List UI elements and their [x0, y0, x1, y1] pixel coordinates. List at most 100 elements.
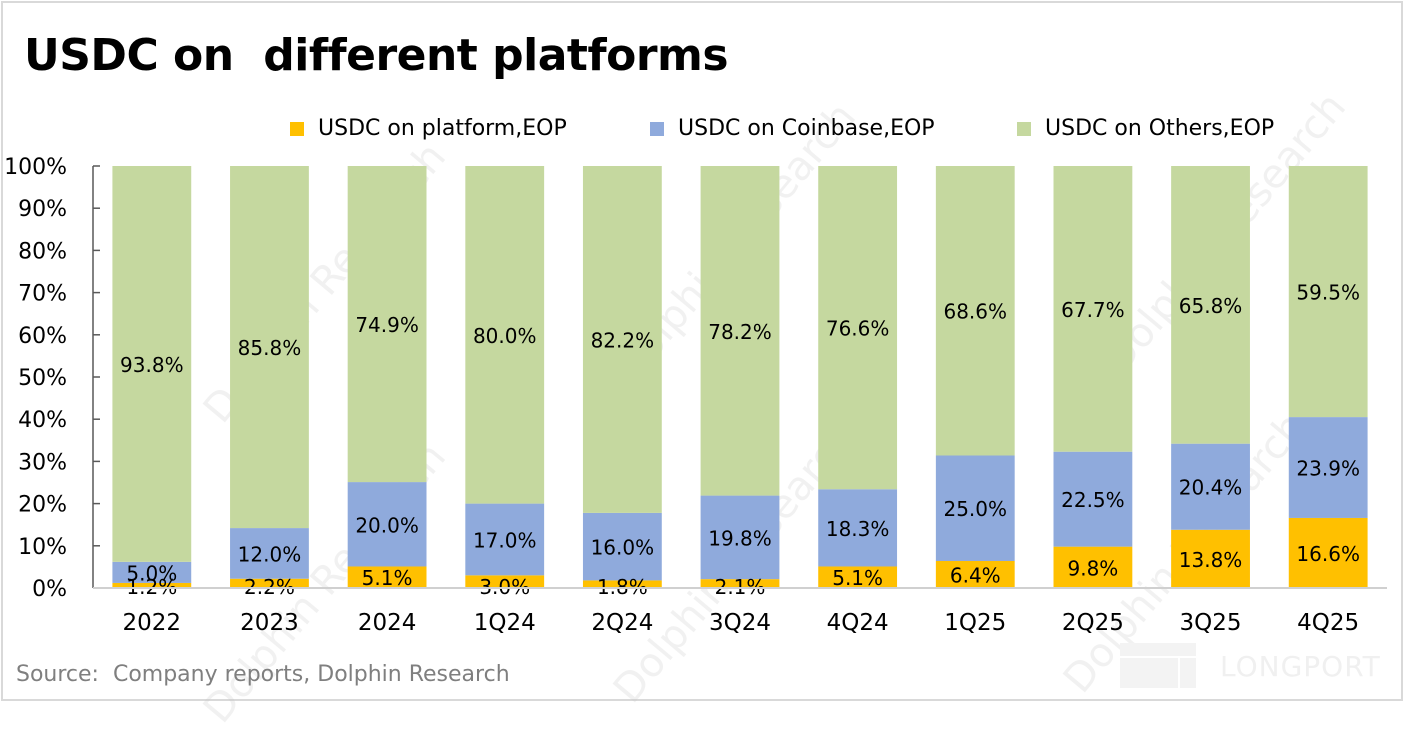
x-tick-label: 3Q24 [709, 610, 771, 636]
data-label-others: 59.5% [1296, 281, 1360, 305]
y-tick-label: 70% [18, 282, 67, 307]
bar-segment-platform [935, 560, 1015, 588]
stacked-bar-chart: 0%10%20%30%40%50%60%70%80%90%100%1.2%5.0… [4, 155, 1387, 636]
bar-segment-platform [700, 579, 780, 588]
bar-segment-platform [112, 582, 192, 588]
y-tick-label: 20% [18, 493, 67, 518]
legend-swatch-coinbase [650, 121, 664, 136]
bar-segment-platform [1171, 529, 1250, 588]
bar-segment-coinbase [347, 482, 427, 567]
legend: USDC on platform,EOP USDC on Coinbase,EO… [0, 116, 1404, 146]
y-tick-label: 50% [18, 366, 67, 391]
y-tick-label: 40% [18, 408, 67, 433]
x-tick-label: 3Q25 [1180, 610, 1242, 636]
bar-segment-platform [818, 566, 898, 588]
bar-segment-coinbase [465, 503, 545, 576]
data-label-platform: 9.8% [1068, 556, 1119, 580]
data-label-others: 67.7% [1061, 298, 1125, 322]
bar-segment-others [347, 166, 427, 483]
data-label-coinbase: 12.0% [238, 542, 302, 566]
data-label-others: 68.6% [943, 300, 1007, 324]
bar-segment-coinbase [818, 489, 898, 567]
y-tick-label: 80% [18, 239, 67, 264]
bar-segment-platform [347, 566, 427, 588]
legend-label: USDC on Others,EOP [1045, 116, 1275, 141]
bar-segment-platform [582, 580, 662, 588]
bar-segment-others [935, 166, 1015, 456]
bar-segment-coinbase [582, 512, 662, 581]
data-label-platform: 5.1% [362, 566, 413, 590]
bar-segment-coinbase [1053, 451, 1133, 547]
bar-segment-platform [230, 578, 309, 588]
bar-segment-others [112, 166, 192, 562]
y-tick-label: 90% [18, 197, 67, 222]
x-tick-label: 2Q25 [1062, 610, 1124, 636]
data-label-others: 85.8% [238, 336, 302, 360]
data-label-coinbase: 5.0% [126, 561, 177, 585]
data-label-others: 74.9% [355, 313, 419, 337]
longport-logo-icon [1120, 658, 1178, 688]
data-label-others: 65.8% [1179, 294, 1243, 318]
bar-segment-others [582, 166, 662, 513]
bar-segment-others [465, 166, 545, 504]
legend-swatch-others [1017, 121, 1031, 136]
x-tick-label: 2022 [123, 610, 182, 636]
legend-item-platform: USDC on platform,EOP [290, 116, 567, 141]
y-tick-label: 30% [18, 450, 67, 475]
bar-segment-others [700, 166, 780, 496]
chart-title: USDC on different platforms [24, 30, 729, 81]
x-tick-label: 1Q24 [474, 610, 536, 636]
legend-swatch-platform [290, 121, 304, 136]
legend-item-others: USDC on Others,EOP [1017, 116, 1274, 141]
bar-segment-others [1288, 166, 1368, 418]
data-label-platform: 5.1% [832, 566, 883, 590]
bar-segment-others [1171, 166, 1250, 444]
y-tick-label: 10% [18, 535, 67, 560]
bar-segment-coinbase [700, 495, 780, 580]
x-tick-label: 2Q24 [591, 610, 653, 636]
data-label-coinbase: 17.0% [473, 528, 537, 552]
x-tick-label: 2023 [240, 610, 299, 636]
data-label-platform: 16.6% [1296, 542, 1360, 566]
data-label-coinbase: 19.8% [708, 526, 772, 550]
x-tick-label: 1Q25 [944, 610, 1006, 636]
data-label-platform: 13.8% [1179, 548, 1243, 572]
bar-segment-others [1053, 166, 1133, 452]
legend-item-coinbase: USDC on Coinbase,EOP [650, 116, 935, 141]
x-tick-label: 4Q25 [1297, 610, 1359, 636]
data-label-others: 93.8% [120, 353, 184, 377]
data-label-others: 78.2% [708, 320, 772, 344]
bar-segment-others [230, 166, 309, 529]
y-tick-label: 60% [18, 324, 67, 349]
y-tick-label: 100% [4, 155, 67, 180]
legend-label: USDC on Coinbase,EOP [678, 116, 935, 141]
bar-segment-platform [1288, 517, 1368, 588]
y-tick-label: 0% [32, 577, 67, 602]
data-label-coinbase: 25.0% [943, 497, 1007, 521]
bar-segment-others [818, 166, 898, 490]
legend-label: USDC on platform,EOP [318, 116, 567, 141]
longport-watermark: LONGPORT [1110, 630, 1400, 690]
data-label-coinbase: 23.9% [1296, 457, 1360, 481]
data-label-coinbase: 22.5% [1061, 488, 1125, 512]
data-label-coinbase: 18.3% [826, 517, 890, 541]
source-note: Source: Company reports, Dolphin Researc… [16, 662, 510, 687]
bar-segment-coinbase [1288, 417, 1368, 518]
bar-segment-coinbase [935, 455, 1015, 561]
longport-logo-icon [1180, 658, 1196, 688]
data-label-platform: 6.4% [950, 563, 1001, 587]
bar-segment-platform [1053, 546, 1133, 588]
x-tick-label: 4Q24 [827, 610, 889, 636]
data-label-coinbase: 20.0% [355, 513, 419, 537]
longport-text: LONGPORT [1220, 650, 1381, 683]
x-tick-label: 2024 [358, 610, 417, 636]
data-label-coinbase: 20.4% [1179, 476, 1243, 500]
bar-segment-coinbase [1171, 443, 1250, 530]
data-label-others: 80.0% [473, 324, 537, 348]
bar-segment-coinbase [112, 561, 192, 583]
longport-logo-icon [1120, 643, 1196, 656]
data-label-coinbase: 16.0% [591, 536, 655, 560]
bar-segment-coinbase [230, 528, 309, 579]
data-label-others: 82.2% [591, 328, 655, 352]
data-label-others: 76.6% [826, 317, 890, 341]
